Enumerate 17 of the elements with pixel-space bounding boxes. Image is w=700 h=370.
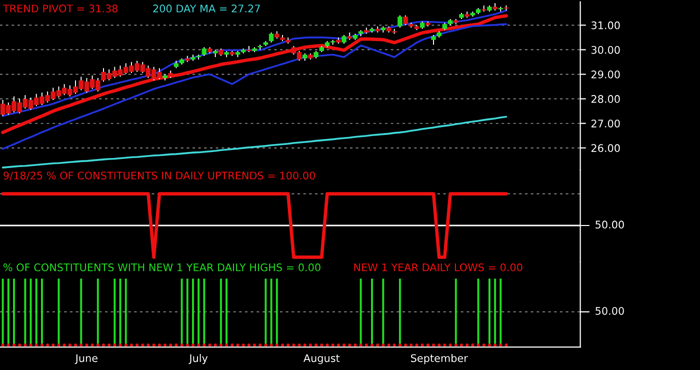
y-tick-label: 31.00 (592, 21, 620, 30)
x-tick-label: August (304, 354, 340, 364)
text: 50.00 (596, 220, 624, 229)
x-tick-label: July (188, 354, 208, 364)
y-tick-label: 28.00 (591, 95, 620, 103)
ref-line-label: 50.00 (596, 306, 624, 315)
y-tick-label: 27.00 (591, 120, 620, 128)
series-label: % OF CONSTITUENTS WITH NEW 1 YEAR DAILY HIGHS = 0.00 (3, 263, 320, 272)
text: TREND PIVOT = 31.38 (2, 4, 118, 12)
x-tick-label: September (411, 354, 468, 364)
y-tick-label: 26.00 (591, 144, 620, 152)
x-tick-label: June (74, 354, 98, 364)
y-tick-label: 30.00 (592, 46, 620, 54)
y-tick-label: 29.00 (591, 70, 620, 78)
text: 200 DAY MA = 27.27 (153, 4, 260, 12)
text: NEW 1 YEAR DAILY LOWS = 0.00 (354, 263, 522, 272)
series-label: 9/18/25 % OF CONSTITUENTS IN DAILY UPTRENDS = 100.00 (4, 172, 315, 180)
